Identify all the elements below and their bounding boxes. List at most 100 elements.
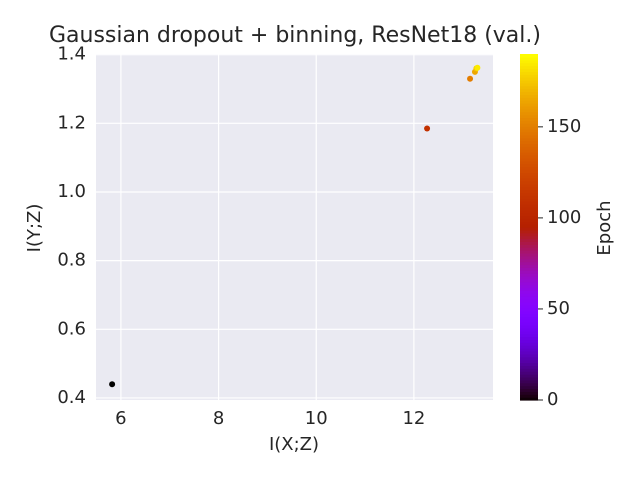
y-tick-label: 0.6 <box>57 318 86 339</box>
colorbar-step <box>520 180 538 185</box>
colorbar-step <box>520 203 538 208</box>
colorbar-step <box>520 397 538 401</box>
point <box>109 381 116 388</box>
colorbar-step <box>520 241 538 245</box>
colorbar-step <box>520 137 538 142</box>
colorbar-step <box>520 94 538 98</box>
colorbar-step <box>520 365 538 369</box>
colorbar-step <box>520 152 538 156</box>
colorbar-label: Epoch <box>594 200 615 255</box>
colorbar-step <box>520 79 538 84</box>
colorbar-step <box>520 100 538 104</box>
colorbar-step <box>520 218 538 222</box>
colorbar-step <box>520 62 538 67</box>
colorbar-step <box>520 255 538 260</box>
x-tick-label: 6 <box>115 408 126 429</box>
colorbar-step <box>520 276 538 280</box>
colorbar-step <box>520 350 538 355</box>
colorbar-step <box>520 189 538 193</box>
colorbar-tick-label: 100 <box>547 207 581 228</box>
colorbar-step <box>520 310 538 315</box>
colorbar-step <box>520 163 538 168</box>
colorbar-step <box>520 65 538 70</box>
colorbar-step <box>520 307 538 312</box>
colorbar-step <box>520 82 538 87</box>
colorbar-step <box>520 74 538 78</box>
colorbar-step <box>520 322 538 326</box>
colorbar-step <box>520 250 538 254</box>
colorbar-step <box>520 316 538 320</box>
colorbar-step <box>520 252 538 257</box>
colorbar-step <box>520 296 538 300</box>
colorbar-step <box>520 229 538 234</box>
colorbar-step <box>520 333 538 338</box>
colorbar-step <box>520 235 538 240</box>
y-tick-label: 1.2 <box>57 112 86 133</box>
colorbar-step <box>520 299 538 303</box>
colorbar-step <box>520 313 538 317</box>
colorbar-step <box>520 128 538 133</box>
colorbar-step <box>520 327 538 332</box>
colorbar-step <box>520 177 538 182</box>
colorbar-step <box>520 336 538 341</box>
colorbar-step <box>520 301 538 306</box>
colorbar-step <box>520 227 538 231</box>
colorbar-step <box>520 172 538 176</box>
colorbar-step <box>520 330 538 335</box>
colorbar-step <box>520 388 538 392</box>
colorbar-step <box>520 258 538 263</box>
colorbar-step <box>520 221 538 225</box>
plot-area <box>96 54 493 400</box>
colorbar-step <box>520 169 538 173</box>
colorbar-step <box>520 68 538 72</box>
colorbar-step <box>520 348 538 352</box>
colorbar-step <box>520 77 538 81</box>
colorbar-step <box>520 192 538 196</box>
colorbar-tick-label: 150 <box>547 116 581 137</box>
colorbar-step <box>520 281 538 286</box>
y-axis-label: I(Y;Z) <box>24 204 45 253</box>
colorbar-step <box>520 143 538 147</box>
colorbar-step <box>520 261 538 266</box>
colorbar-step <box>520 123 538 127</box>
colorbar-step <box>520 359 538 364</box>
colorbar-step <box>520 224 538 228</box>
colorbar-step <box>520 120 538 124</box>
colorbar-step <box>520 356 538 361</box>
colorbar-step <box>520 374 538 378</box>
colorbar-step <box>520 201 538 205</box>
colorbar-step <box>520 304 538 309</box>
colorbar-step <box>520 353 538 358</box>
colorbar-step <box>520 126 538 130</box>
colorbar <box>520 54 538 401</box>
x-tick-label: 12 <box>402 408 425 429</box>
colorbar-step <box>520 345 538 349</box>
colorbar-step <box>520 111 538 116</box>
colorbar-step <box>520 117 538 121</box>
colorbar-step <box>520 293 538 297</box>
colorbar-step <box>520 394 538 398</box>
colorbar-step <box>520 206 538 211</box>
colorbar-step <box>520 183 538 188</box>
colorbar-step <box>520 339 538 343</box>
colorbar-step <box>520 140 538 144</box>
colorbar-step <box>520 54 538 58</box>
colorbar-step <box>520 157 538 162</box>
colorbar-step <box>520 273 538 277</box>
colorbar-step <box>520 56 538 61</box>
colorbar-step <box>520 114 538 119</box>
colorbar-step <box>520 244 538 248</box>
colorbar-step <box>520 287 538 292</box>
colorbar-step <box>520 379 538 384</box>
colorbar-step <box>520 209 538 214</box>
colorbar-step <box>520 131 538 136</box>
y-tick-label: 1.0 <box>57 181 86 202</box>
colorbar-step <box>520 186 538 191</box>
colorbar-step <box>520 195 538 199</box>
colorbar-step <box>520 88 538 93</box>
colorbar-tick-label: 0 <box>547 389 558 410</box>
colorbar-step <box>520 97 538 101</box>
colorbar-step <box>520 103 538 107</box>
colorbar-step <box>520 232 538 237</box>
colorbar-step <box>520 247 538 251</box>
